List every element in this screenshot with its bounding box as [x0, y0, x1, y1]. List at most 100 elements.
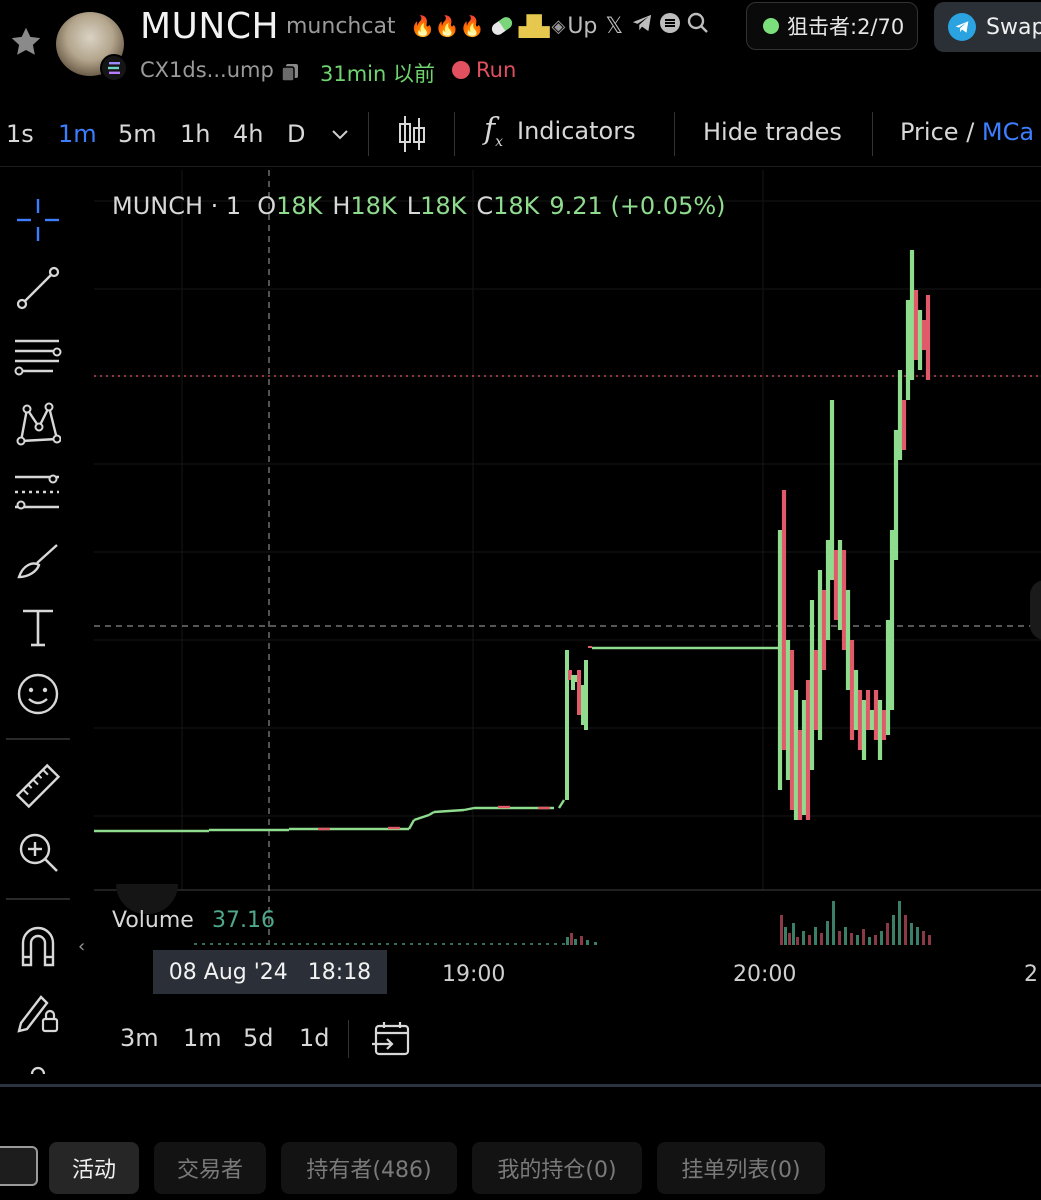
volume-bar: [250, 943, 253, 945]
volume-bar: [346, 943, 349, 945]
brush-icon[interactable]: [12, 534, 64, 586]
volume-bar: [802, 931, 805, 945]
timeframe-5m[interactable]: 5m: [118, 120, 157, 148]
token-symbol: MUNCH: [140, 6, 280, 47]
time-label-next: 2: [1024, 962, 1038, 987]
volume-bar: [338, 943, 341, 945]
star-icon[interactable]: [8, 24, 44, 60]
volume-bar: [538, 943, 541, 945]
timeframe-D[interactable]: D: [287, 120, 306, 148]
legend-high: 18K: [350, 192, 397, 220]
timeframe-1h[interactable]: 1h: [180, 120, 211, 148]
volume-bar: [844, 927, 847, 945]
hide-trades-button[interactable]: Hide trades: [703, 118, 842, 146]
website-icon[interactable]: [659, 12, 681, 40]
legend-symbol: MUNCH · 1: [112, 192, 242, 220]
volume-bar: [234, 943, 237, 945]
volume-bar: [266, 943, 269, 945]
volume-bar: [498, 943, 501, 945]
volume-bar: [290, 943, 293, 945]
time-label-2000: 20:00: [733, 962, 797, 987]
time-label-1900: 19:00: [442, 962, 506, 987]
range-3m[interactable]: 3m: [120, 1024, 159, 1052]
volume-bar: [386, 943, 389, 945]
tab-orders[interactable]: 挂单列表(0): [657, 1142, 825, 1194]
emoji-icon[interactable]: [12, 668, 64, 720]
telegram-icon: [948, 13, 976, 41]
volume-bar: [210, 943, 213, 945]
volume-bar: [928, 935, 931, 945]
volume-value: 37.16: [212, 908, 275, 933]
volume-bar: [546, 943, 549, 945]
text-icon[interactable]: [12, 602, 64, 654]
volume-bar: [586, 940, 589, 945]
volume-bar: [580, 936, 583, 945]
range-1d[interactable]: 1d: [299, 1024, 330, 1052]
volume-bar: [814, 927, 817, 945]
volume-bar: [788, 933, 791, 945]
trend-line-icon[interactable]: [12, 262, 64, 314]
collapse-rail-icon[interactable]: ‹: [78, 936, 86, 957]
chart-scroll-handle[interactable]: [1030, 580, 1041, 640]
tab-activity[interactable]: 活动: [49, 1142, 139, 1194]
volume-bar: [378, 943, 381, 945]
volume-bar: [784, 927, 787, 945]
range-5d[interactable]: 5d: [243, 1024, 274, 1052]
x-twitter-icon[interactable]: 𝕏: [605, 13, 624, 39]
volume-bar: [370, 943, 373, 945]
volume-bar: [514, 943, 517, 945]
volume-bar: [922, 931, 925, 945]
candles-chart-type-icon[interactable]: [396, 114, 428, 154]
lock-drawing-icon[interactable]: [12, 986, 64, 1038]
side-toggle[interactable]: [0, 1146, 38, 1186]
volume-bar: [402, 943, 405, 945]
volume-bar: [274, 943, 277, 945]
telegram-icon[interactable]: [631, 13, 653, 39]
volume-bar: [474, 943, 477, 945]
volume-bar: [242, 943, 245, 945]
timeframe-4h[interactable]: 4h: [233, 120, 264, 148]
magnet-icon[interactable]: [12, 920, 64, 972]
tab-holders[interactable]: 持有者(486): [281, 1142, 457, 1194]
volume-bar: [838, 931, 841, 945]
zoom-in-icon[interactable]: [12, 826, 64, 878]
tab-my-positions[interactable]: 我的持仓(0): [472, 1142, 642, 1194]
volume-bar: [306, 943, 309, 945]
go-to-date-icon[interactable]: [372, 1020, 412, 1056]
volume-bar: [796, 937, 799, 945]
ruler-icon[interactable]: [12, 760, 64, 812]
volume-bar: [362, 943, 365, 945]
price-mcap-toggle[interactable]: Price / MCa: [900, 118, 1035, 146]
volume-bar: [450, 943, 453, 945]
solana-chain-icon: [100, 54, 128, 82]
pattern-icon[interactable]: [12, 398, 64, 450]
created-time: 31min 以前: [320, 62, 435, 86]
sniper-count[interactable]: 狙击者:2/70: [746, 2, 918, 50]
crosshair-icon[interactable]: [12, 194, 64, 246]
volume-bar: [490, 943, 493, 945]
volume-bar: [868, 937, 871, 945]
timeframe-1m[interactable]: 1m: [58, 120, 97, 148]
panel-divider[interactable]: [0, 1084, 1041, 1087]
dev-holding-icon: ▟▙: [518, 14, 550, 38]
volume-bar: [554, 943, 557, 945]
volume-bar: [330, 943, 333, 945]
indicators-button[interactable]: fx Indicators: [484, 112, 636, 150]
chevron-down-icon[interactable]: [330, 128, 350, 142]
price-chart[interactable]: [94, 170, 1041, 945]
volume-bar: [874, 935, 877, 945]
fib-retracement-icon[interactable]: [12, 330, 64, 382]
range-1m[interactable]: 1m: [183, 1024, 222, 1052]
volume-bar: [202, 943, 205, 945]
copy-icon[interactable]: [280, 62, 300, 82]
search-icon[interactable]: [687, 12, 709, 40]
volume-bar: [880, 931, 883, 945]
projection-icon[interactable]: [12, 466, 64, 518]
timeframe-1s[interactable]: 1s: [6, 120, 34, 148]
tab-traders[interactable]: 交易者: [154, 1142, 266, 1194]
chart-toolbar: 1s 1m 5m 1h 4h D: [0, 106, 1041, 162]
swap-button[interactable]: Swap: [934, 2, 1041, 52]
more-tools-icon[interactable]: [28, 1060, 48, 1074]
candle: [413, 813, 430, 822]
volume-bar: [562, 943, 565, 945]
